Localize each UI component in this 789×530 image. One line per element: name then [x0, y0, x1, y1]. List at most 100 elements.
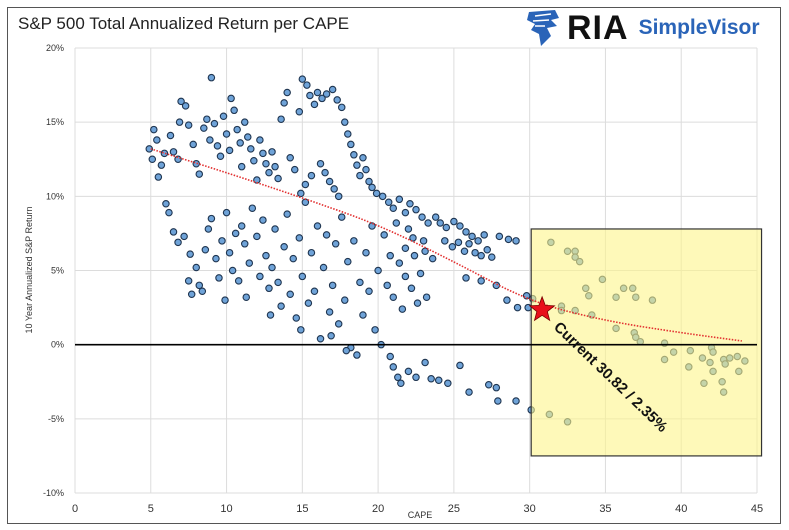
data-point — [321, 168, 329, 177]
data-point — [274, 278, 282, 287]
data-point — [418, 213, 426, 221]
data-point — [210, 119, 219, 128]
data-point — [353, 351, 361, 359]
data-point — [512, 237, 520, 245]
data-point — [154, 173, 163, 181]
data-point — [412, 373, 420, 382]
data-point — [397, 379, 405, 387]
data-point — [333, 96, 341, 104]
data-point — [350, 151, 358, 159]
data-point — [337, 213, 346, 221]
data-point — [247, 145, 255, 153]
data-point — [307, 171, 316, 180]
x-tick-label: 30 — [524, 503, 536, 515]
data-point — [237, 222, 246, 230]
data-point — [378, 192, 387, 201]
data-point — [386, 352, 394, 361]
data-point — [175, 118, 184, 126]
data-point — [480, 231, 488, 239]
data-point — [331, 240, 340, 248]
data-point — [383, 281, 391, 290]
data-point — [266, 311, 275, 319]
data-point — [448, 243, 457, 251]
logo-brand: RIA — [567, 8, 629, 47]
data-point — [421, 358, 429, 367]
overlay: Current 30.82 / 2.35% — [75, 148, 763, 457]
data-point — [295, 108, 304, 116]
data-point — [265, 284, 273, 293]
data-point — [389, 293, 398, 301]
data-point — [328, 85, 337, 94]
x-tick-label: 25 — [448, 503, 460, 515]
data-point — [228, 266, 237, 275]
data-point — [394, 373, 402, 382]
data-point — [365, 287, 373, 296]
current-star-marker — [528, 295, 556, 322]
data-point — [259, 149, 267, 158]
data-point — [310, 287, 319, 296]
data-point — [244, 133, 252, 141]
x-tick-label: 10 — [220, 503, 232, 515]
data-point — [442, 223, 451, 232]
data-point — [242, 293, 251, 301]
x-tick-label: 0 — [72, 503, 78, 515]
data-point — [313, 88, 322, 97]
data-point — [524, 303, 532, 312]
data-point — [286, 290, 294, 298]
data-point — [327, 332, 335, 340]
y-tick-label: 10% — [46, 191, 64, 201]
data-point — [174, 155, 182, 164]
data-point — [177, 97, 185, 106]
data-point — [289, 254, 297, 263]
data-point — [150, 125, 158, 134]
data-point — [368, 183, 376, 192]
data-point — [342, 346, 351, 355]
data-point — [465, 240, 473, 248]
data-point — [225, 248, 234, 257]
data-point — [298, 272, 307, 281]
data-point — [334, 192, 343, 201]
data-point — [462, 274, 470, 282]
data-point — [265, 168, 273, 177]
y-tick-label: -5% — [48, 414, 64, 424]
y-tick-label: 0% — [51, 340, 64, 350]
data-point — [380, 231, 388, 239]
data-point — [434, 376, 443, 385]
data-point — [200, 124, 208, 132]
data-point — [465, 388, 473, 396]
data-point — [395, 195, 404, 204]
data-point — [245, 259, 254, 267]
data-point — [218, 237, 226, 245]
data-point — [160, 149, 169, 158]
data-point — [410, 251, 419, 260]
data-point — [359, 311, 367, 319]
x-tick-label: 40 — [675, 503, 687, 515]
data-point — [240, 118, 249, 126]
data-point — [277, 302, 285, 310]
data-point — [280, 99, 288, 107]
data-point — [404, 367, 413, 376]
data-point — [384, 198, 393, 207]
data-point — [286, 154, 294, 162]
data-point — [291, 165, 299, 174]
data-point — [389, 204, 398, 212]
data-point — [422, 293, 431, 301]
data-point — [157, 161, 166, 169]
data-point — [225, 146, 234, 155]
eagle-logo-icon — [527, 10, 559, 46]
data-point — [492, 383, 501, 392]
data-point — [230, 106, 238, 115]
data-point — [313, 222, 322, 230]
data-point — [297, 326, 305, 334]
data-point — [186, 250, 194, 258]
data-point — [169, 148, 178, 156]
data-point — [198, 287, 207, 296]
data-point — [356, 278, 364, 287]
data-point — [337, 103, 346, 112]
data-point — [207, 73, 216, 82]
data-point — [250, 156, 258, 165]
data-point — [392, 219, 401, 227]
logo: RIA SimpleVisor — [525, 8, 760, 48]
data-point — [454, 238, 463, 247]
